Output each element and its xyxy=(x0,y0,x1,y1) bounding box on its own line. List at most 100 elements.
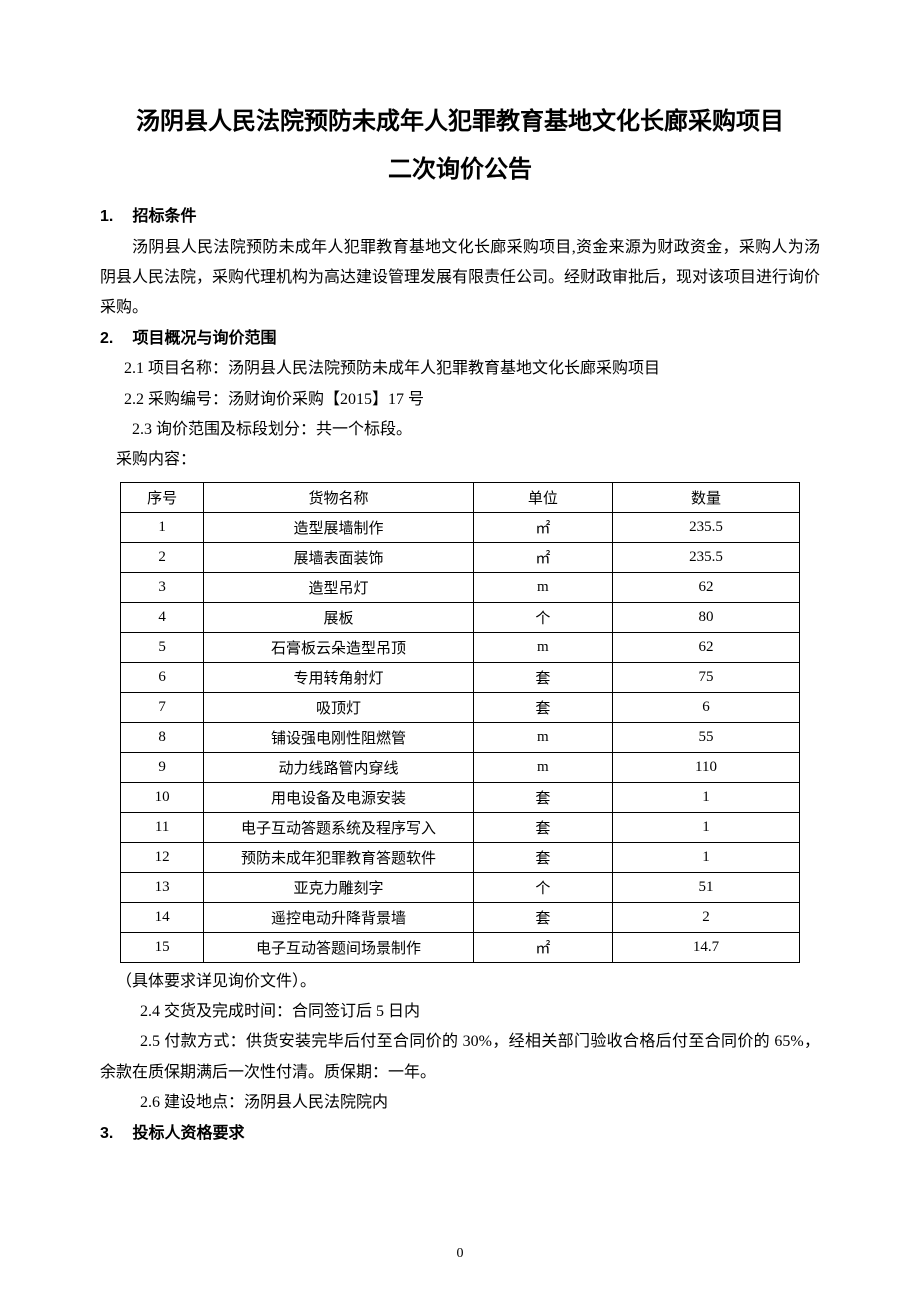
table-cell: 电子互动答题系统及程序写入 xyxy=(204,812,474,842)
table-row: 5石膏板云朵造型吊顶m62 xyxy=(121,632,800,662)
table-header-row: 序号 货物名称 单位 数量 xyxy=(121,482,800,512)
table-cell: 80 xyxy=(612,602,799,632)
table-row: 7吸顶灯套6 xyxy=(121,692,800,722)
table-row: 12预防未成年犯罪教育答题软件套1 xyxy=(121,842,800,872)
table-cell: 造型展墙制作 xyxy=(204,512,474,542)
table-cell: 个 xyxy=(473,872,612,902)
section-1-heading: 1. 招标条件 xyxy=(100,202,820,232)
section-2-5: 2.5 付款方式：供货安装完毕后付至合同价的 30%，经相关部门验收合格后付至合… xyxy=(100,1027,820,1088)
section-1-title: 招标条件 xyxy=(132,208,196,225)
section-2-number: 2. xyxy=(100,324,128,354)
th-name: 货物名称 xyxy=(204,482,474,512)
table-cell: 110 xyxy=(612,752,799,782)
table-cell: 亚克力雕刻字 xyxy=(204,872,474,902)
section-2-4: 2.4 交货及完成时间：合同签订后 5 日内 xyxy=(100,997,820,1027)
table-cell: 套 xyxy=(473,662,612,692)
section-2-1: 2.1 项目名称：汤阴县人民法院预防未成年人犯罪教育基地文化长廊采购项目 xyxy=(100,354,820,384)
table-row: 13亚克力雕刻字个51 xyxy=(121,872,800,902)
section-2-title: 项目概况与询价范围 xyxy=(132,330,276,347)
table-cell: 预防未成年犯罪教育答题软件 xyxy=(204,842,474,872)
table-cell: 个 xyxy=(473,602,612,632)
table-cell: 套 xyxy=(473,902,612,932)
section-3-heading: 3. 投标人资格要求 xyxy=(100,1119,820,1149)
table-cell: m xyxy=(473,752,612,782)
table-cell: 75 xyxy=(612,662,799,692)
th-qty: 数量 xyxy=(612,482,799,512)
table-row: 2展墙表面装饰㎡235.5 xyxy=(121,542,800,572)
table-cell: 3 xyxy=(121,572,204,602)
table-cell: 62 xyxy=(612,632,799,662)
table-cell: m xyxy=(473,632,612,662)
purchase-content-label: 采购内容： xyxy=(100,445,820,475)
table-cell: 55 xyxy=(612,722,799,752)
table-cell: 13 xyxy=(121,872,204,902)
section-1-paragraph: 汤阴县人民法院预防未成年人犯罪教育基地文化长廊采购项目,资金来源为财政资金，采购… xyxy=(100,233,820,324)
th-unit: 单位 xyxy=(473,482,612,512)
table-cell: 2 xyxy=(121,542,204,572)
table-cell: 7 xyxy=(121,692,204,722)
table-cell: 1 xyxy=(121,512,204,542)
table-row: 14遥控电动升降背景墙套2 xyxy=(121,902,800,932)
section-2-2: 2.2 采购编号：汤财询价采购【2015】17 号 xyxy=(100,385,820,415)
purchase-items-table: 序号 货物名称 单位 数量 1造型展墙制作㎡235.52展墙表面装饰㎡235.5… xyxy=(120,482,800,963)
table-cell: 用电设备及电源安装 xyxy=(204,782,474,812)
table-cell: 12 xyxy=(121,842,204,872)
table-cell: 套 xyxy=(473,692,612,722)
table-row: 1造型展墙制作㎡235.5 xyxy=(121,512,800,542)
table-note: （具体要求详见询价文件）。 xyxy=(100,967,820,997)
table-cell: 电子互动答题间场景制作 xyxy=(204,932,474,962)
table-cell: 造型吊灯 xyxy=(204,572,474,602)
table-cell: 展墙表面装饰 xyxy=(204,542,474,572)
table-cell: ㎡ xyxy=(473,542,612,572)
th-seq: 序号 xyxy=(121,482,204,512)
table-row: 3造型吊灯m62 xyxy=(121,572,800,602)
table-cell: 14.7 xyxy=(612,932,799,962)
table-cell: 9 xyxy=(121,752,204,782)
table-cell: 235.5 xyxy=(612,542,799,572)
section-2-3: 2.3 询价范围及标段划分：共一个标段。 xyxy=(100,415,820,445)
table-cell: 6 xyxy=(121,662,204,692)
table-cell: 5 xyxy=(121,632,204,662)
page-number: 0 xyxy=(0,1246,920,1262)
table-cell: 1 xyxy=(612,842,799,872)
table-cell: 专用转角射灯 xyxy=(204,662,474,692)
table-cell: 15 xyxy=(121,932,204,962)
section-2-6: 2.6 建设地点：汤阴县人民法院院内 xyxy=(100,1088,820,1118)
table-cell: ㎡ xyxy=(473,932,612,962)
table-cell: 1 xyxy=(612,782,799,812)
table-cell: ㎡ xyxy=(473,512,612,542)
section-3-title: 投标人资格要求 xyxy=(132,1125,244,1142)
section-3-number: 3. xyxy=(100,1119,128,1149)
table-cell: 吸顶灯 xyxy=(204,692,474,722)
table-cell: 10 xyxy=(121,782,204,812)
table-cell: 石膏板云朵造型吊顶 xyxy=(204,632,474,662)
table-cell: 套 xyxy=(473,812,612,842)
table-cell: 11 xyxy=(121,812,204,842)
table-cell: 14 xyxy=(121,902,204,932)
table-row: 9动力线路管内穿线m110 xyxy=(121,752,800,782)
table-cell: 套 xyxy=(473,782,612,812)
table-cell: m xyxy=(473,572,612,602)
table-cell: 铺设强电刚性阻燃管 xyxy=(204,722,474,752)
table-row: 4展板个80 xyxy=(121,602,800,632)
table-cell: 4 xyxy=(121,602,204,632)
table-cell: 62 xyxy=(612,572,799,602)
table-cell: 套 xyxy=(473,842,612,872)
table-row: 15电子互动答题间场景制作㎡14.7 xyxy=(121,932,800,962)
table-cell: 遥控电动升降背景墙 xyxy=(204,902,474,932)
table-row: 11电子互动答题系统及程序写入套1 xyxy=(121,812,800,842)
table-cell: 6 xyxy=(612,692,799,722)
table-cell: 51 xyxy=(612,872,799,902)
document-title-line2: 二次询价公告 xyxy=(100,149,820,184)
section-2-heading: 2. 项目概况与询价范围 xyxy=(100,324,820,354)
table-cell: 1 xyxy=(612,812,799,842)
table-cell: m xyxy=(473,722,612,752)
table-row: 8铺设强电刚性阻燃管m55 xyxy=(121,722,800,752)
table-cell: 235.5 xyxy=(612,512,799,542)
table-row: 6专用转角射灯套75 xyxy=(121,662,800,692)
table-cell: 动力线路管内穿线 xyxy=(204,752,474,782)
document-title-line1: 汤阴县人民法院预防未成年人犯罪教育基地文化长廊采购项目 xyxy=(100,100,820,143)
table-cell: 8 xyxy=(121,722,204,752)
table-cell: 2 xyxy=(612,902,799,932)
table-row: 10用电设备及电源安装套1 xyxy=(121,782,800,812)
